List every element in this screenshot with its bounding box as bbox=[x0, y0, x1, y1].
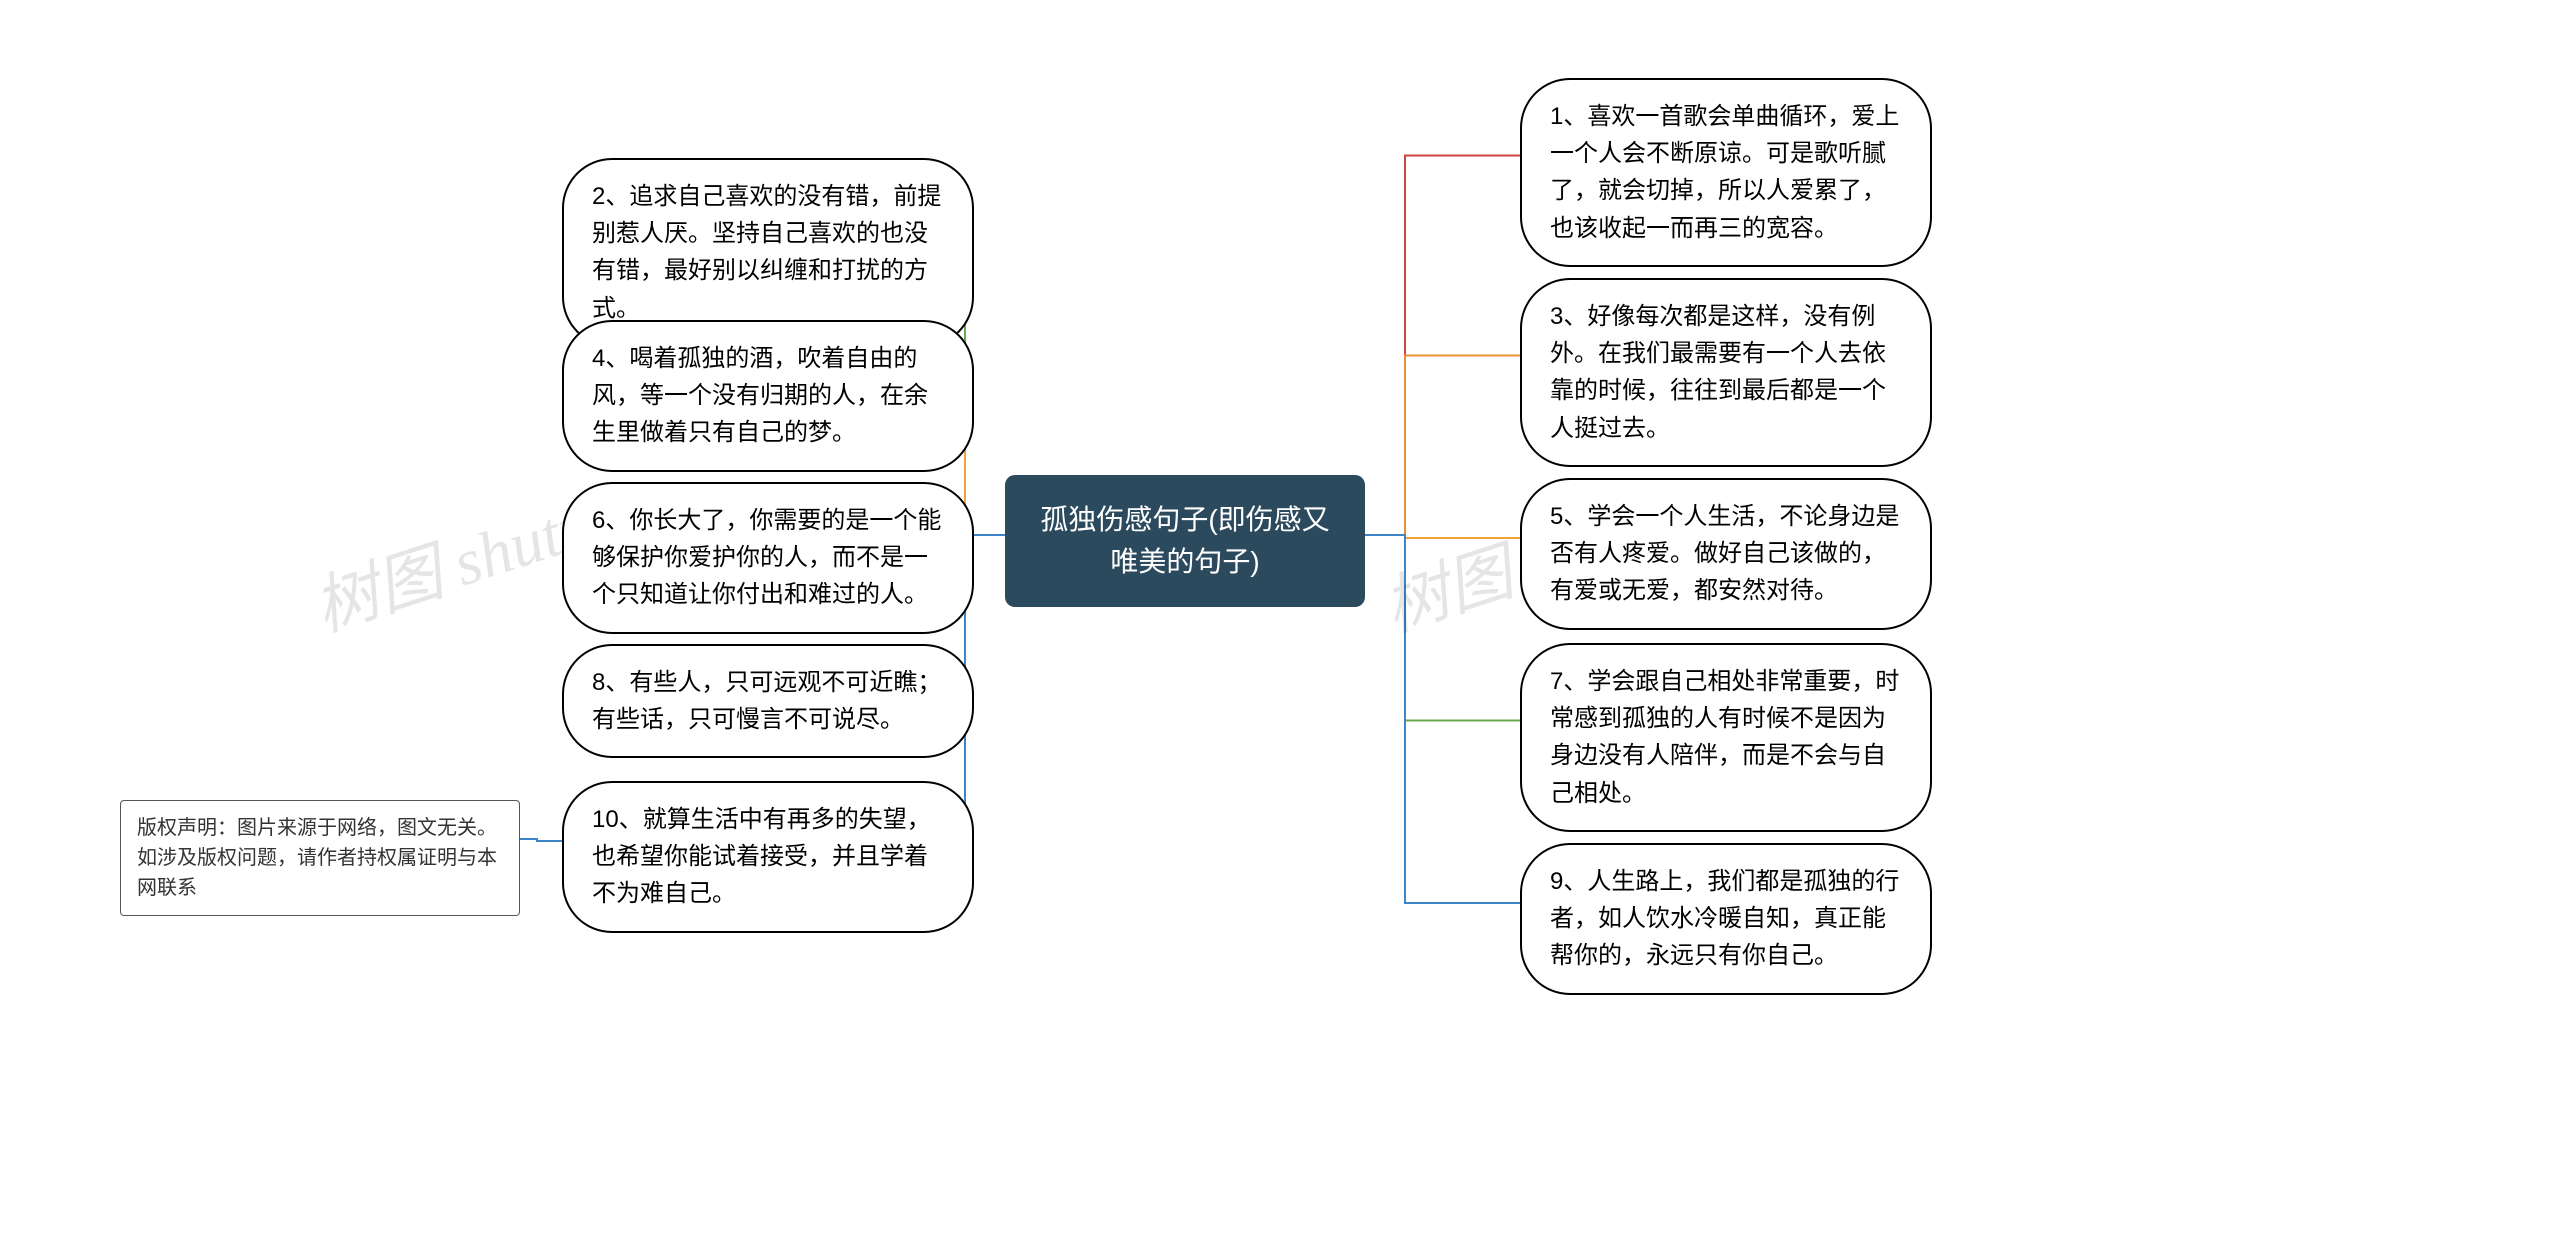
left-node-4[interactable]: 4、喝着孤独的酒，吹着自由的风，等一个没有归期的人，在余生里做着只有自己的梦。 bbox=[562, 320, 974, 472]
right-node-3[interactable]: 3、好像每次都是这样，没有例外。在我们最需要有一个人去依靠的时候，往往到最后都是… bbox=[1520, 278, 1932, 467]
right-node-5[interactable]: 5、学会一个人生活，不论身边是否有人疼爱。做好自己该做的，有爱或无爱，都安然对待… bbox=[1520, 478, 1932, 630]
right-node-1[interactable]: 1、喜欢一首歌会单曲循环，爱上一个人会不断原谅。可是歌听腻了，就会切掉，所以人爱… bbox=[1520, 78, 1932, 267]
right-node-9[interactable]: 9、人生路上，我们都是孤独的行者，如人饮水冷暖自知，真正能帮你的，永远只有你自己… bbox=[1520, 843, 1932, 995]
left-node-10[interactable]: 10、就算生活中有再多的失望，也希望你能试着接受，并且学着不为难自己。 bbox=[562, 781, 974, 933]
right-node-7[interactable]: 7、学会跟自己相处非常重要，时常感到孤独的人有时候不是因为身边没有人陪伴，而是不… bbox=[1520, 643, 1932, 832]
copyright-note: 版权声明：图片来源于网络，图文无关。如涉及版权问题，请作者持权属证明与本网联系 bbox=[120, 800, 520, 916]
mindmap-canvas: 树图 shutu.cn 树图 shutu.cn 孤独伤感句子(即伤感又唯美的句子… bbox=[0, 0, 2560, 1236]
left-node-8[interactable]: 8、有些人，只可远观不可近瞧；有些话，只可慢言不可说尽。 bbox=[562, 644, 974, 758]
left-node-2[interactable]: 2、追求自己喜欢的没有错，前提别惹人厌。坚持自己喜欢的也没有错，最好别以纠缠和打… bbox=[562, 158, 974, 347]
connector-layer bbox=[0, 0, 2560, 1236]
left-node-6[interactable]: 6、你长大了，你需要的是一个能够保护你爱护你的人，而不是一个只知道让你付出和难过… bbox=[562, 482, 974, 634]
center-node[interactable]: 孤独伤感句子(即伤感又唯美的句子) bbox=[1005, 475, 1365, 607]
